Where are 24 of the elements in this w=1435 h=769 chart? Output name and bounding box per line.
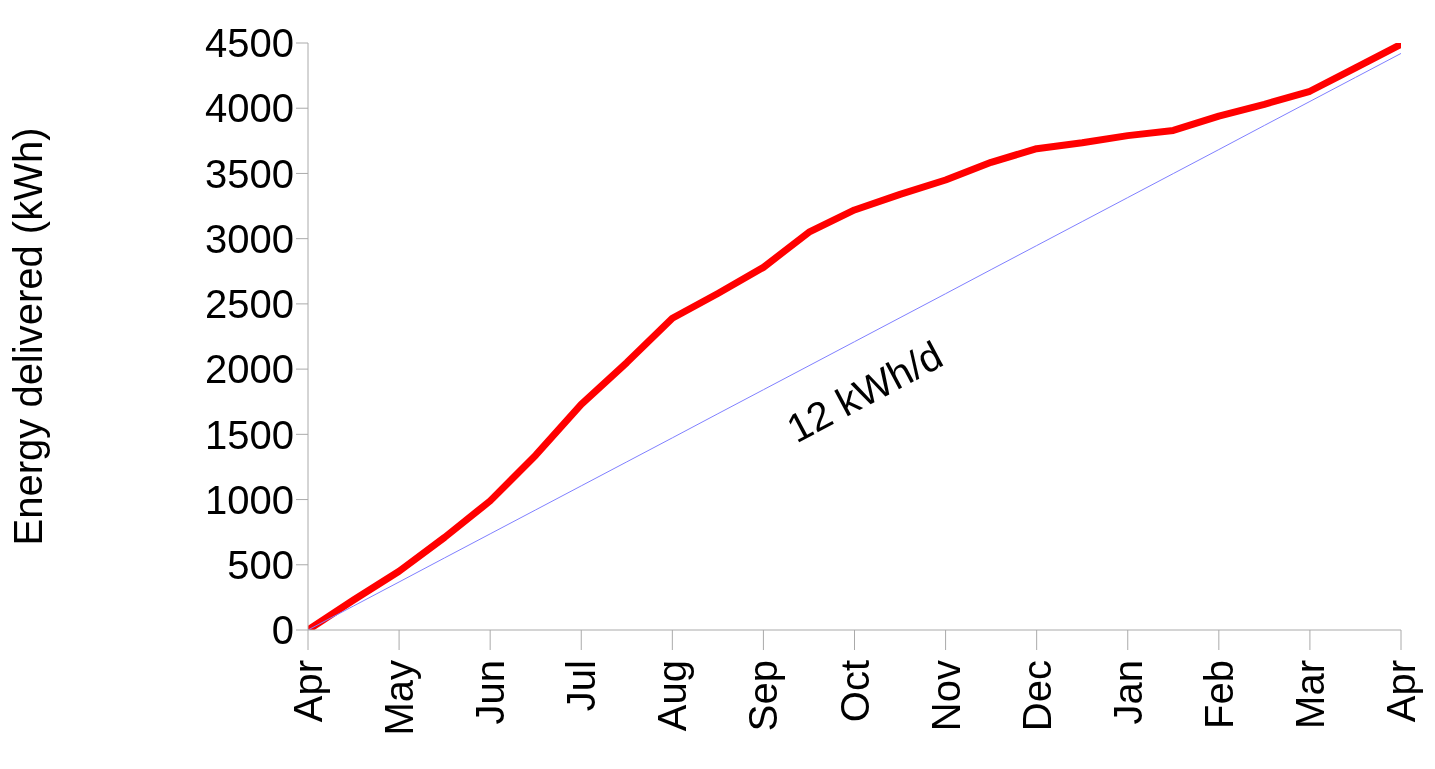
x-tick-label: May bbox=[377, 660, 422, 736]
x-tick-label: Dec bbox=[1014, 660, 1059, 732]
y-tick-label: 4000 bbox=[205, 86, 294, 131]
y-tick-label: 4500 bbox=[205, 21, 294, 66]
y-tick-label: 2000 bbox=[205, 347, 294, 392]
x-tick-label: Nov bbox=[923, 660, 968, 732]
x-tick-label: Feb bbox=[1196, 660, 1241, 729]
x-tick-label: Mar bbox=[1287, 660, 1332, 729]
x-tick-label: Jan bbox=[1105, 660, 1150, 725]
y-tick-label: 1000 bbox=[205, 477, 294, 522]
x-tick-label: Sep bbox=[741, 660, 786, 732]
x-tick-label: Aug bbox=[650, 660, 695, 732]
y-tick-label: 2500 bbox=[205, 282, 294, 327]
y-tick-label: 0 bbox=[271, 608, 294, 653]
y-tick-label: 3000 bbox=[205, 216, 294, 261]
x-tick-label: Jun bbox=[468, 660, 513, 725]
y-axis-title: Energy delivered (kWh) bbox=[6, 127, 51, 546]
x-tick-label: Jul bbox=[559, 660, 604, 712]
x-tick-label: Apr bbox=[286, 660, 330, 723]
x-tick-label: Apr bbox=[1379, 660, 1423, 723]
y-tick-label: 500 bbox=[227, 542, 294, 587]
y-tick-label: 1500 bbox=[205, 412, 294, 457]
y-tick-label: 3500 bbox=[205, 151, 294, 196]
x-tick-label: Oct bbox=[832, 660, 877, 723]
